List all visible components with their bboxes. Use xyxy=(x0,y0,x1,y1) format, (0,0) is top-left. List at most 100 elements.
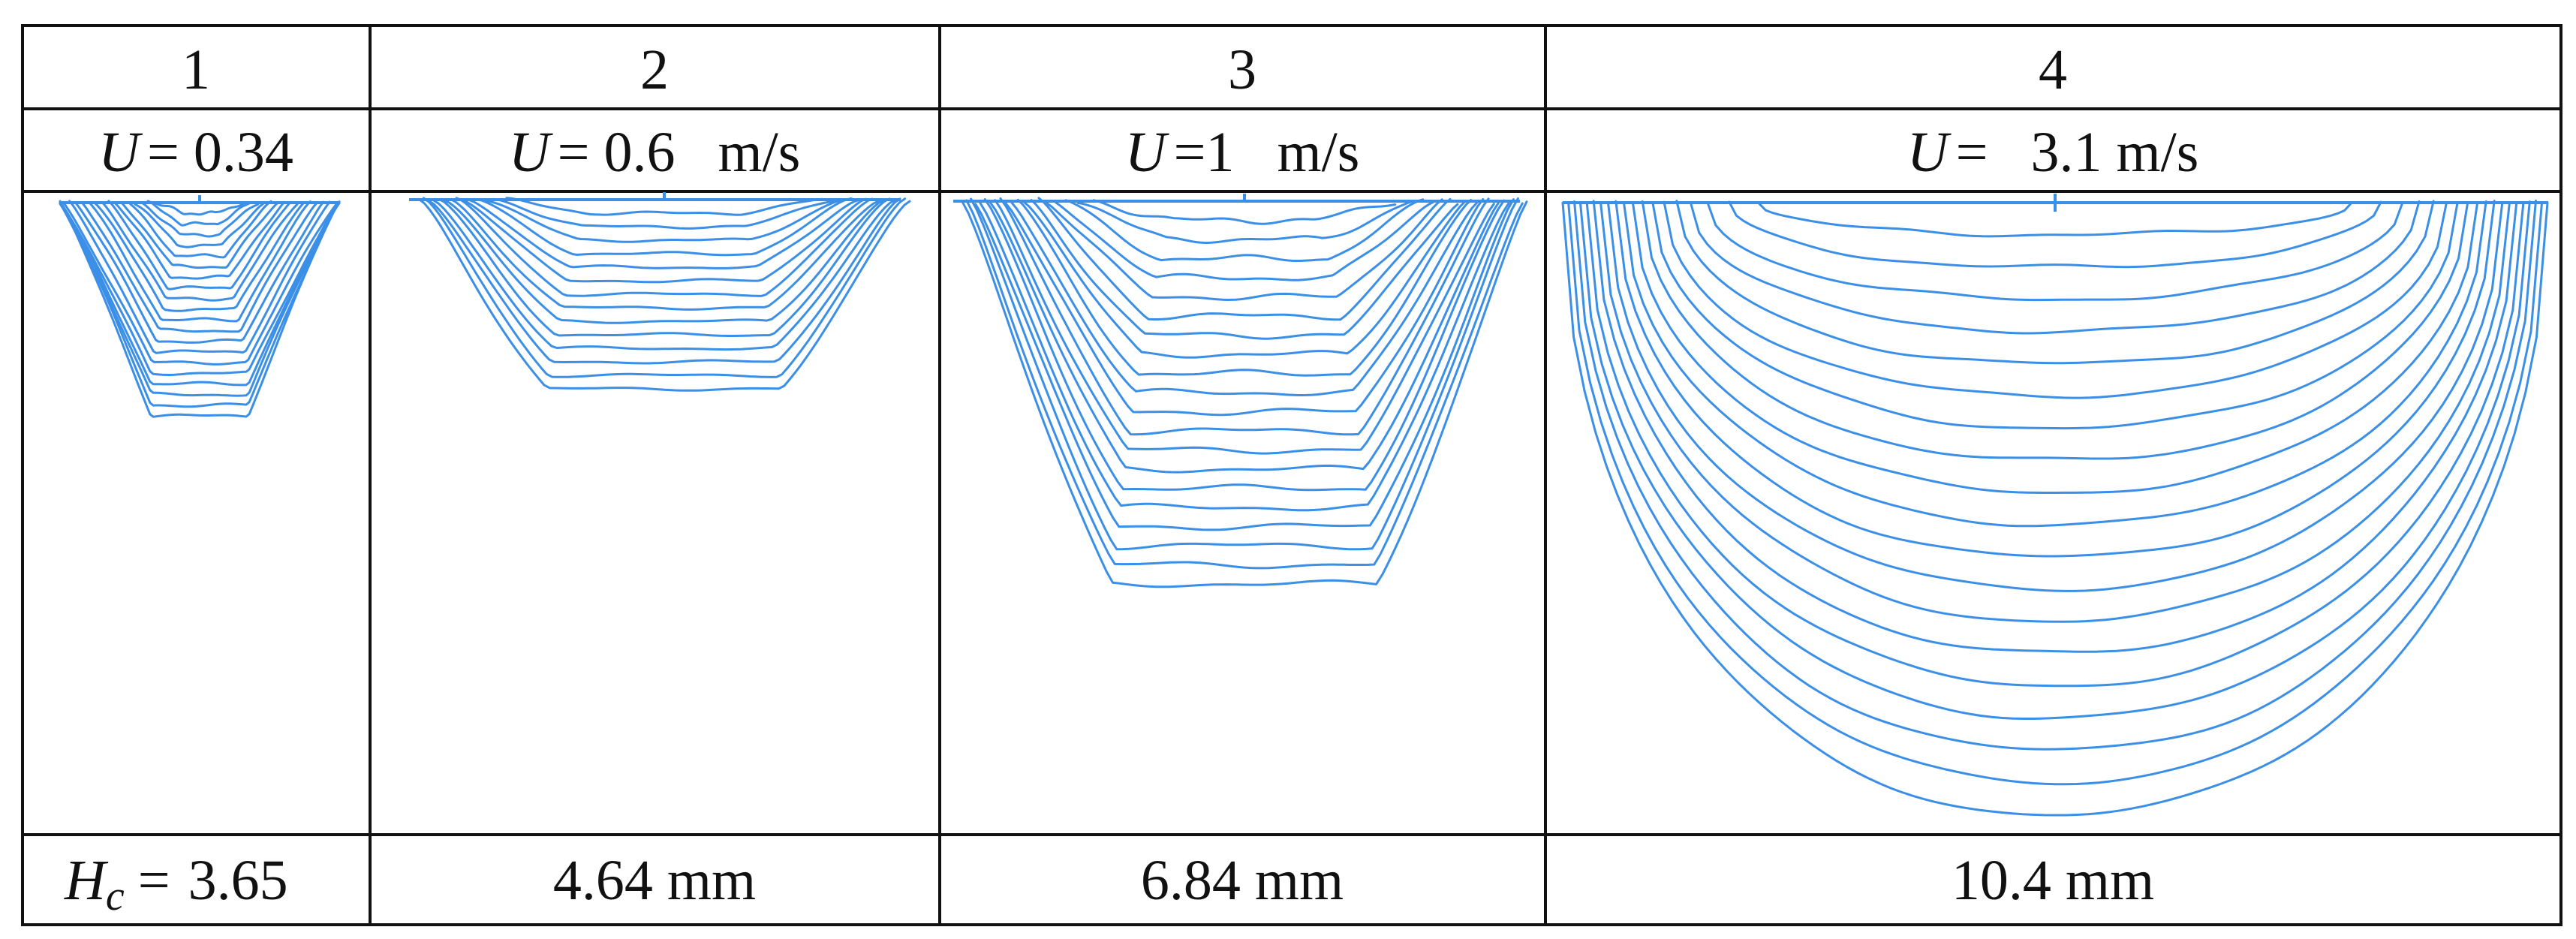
crater-profile-curve xyxy=(1641,200,2469,460)
crater-profile-curve xyxy=(974,198,1515,531)
crater-profile-curve xyxy=(127,200,272,259)
velocity-symbol: U xyxy=(1907,121,1952,184)
header-row: 1 2 3 4 xyxy=(182,38,2067,101)
crater-profile-curve xyxy=(1016,198,1473,377)
depth-equals: = xyxy=(138,849,170,912)
profile-group-4 xyxy=(1561,200,2549,817)
crater-profile-curve xyxy=(1707,202,2403,302)
depth-subscript: c xyxy=(106,873,125,919)
velocity-value-4: = 3.1 m/s xyxy=(1956,121,2199,184)
velocity-label-1: U = 0.34 xyxy=(98,121,293,184)
crater-plot-2 xyxy=(409,192,911,392)
column-index-4: 4 xyxy=(2039,38,2067,101)
crater-profile-curve xyxy=(120,201,279,269)
crater-profile-curve xyxy=(1623,200,2487,528)
crater-profile-curve xyxy=(979,201,1510,512)
velocity-label-3: U =1 m/s xyxy=(1125,121,1360,184)
crater-profile-curve xyxy=(1055,200,1434,281)
depth-value-1: 3.65 xyxy=(188,849,288,912)
column-index-1: 1 xyxy=(182,38,210,101)
crater-profile-curve xyxy=(1573,200,2537,751)
crater-profile-curve xyxy=(493,198,835,230)
depth-row: Hc = 3.65 4.64 mm 6.84 mm 10.4 mm xyxy=(64,849,2154,919)
column-index-3: 3 xyxy=(1228,38,1256,101)
velocity-label-4: U = 3.1 m/s xyxy=(1907,121,2199,184)
crater-profile-curve xyxy=(1599,201,2511,623)
crater-profile-curve xyxy=(1758,202,2352,238)
velocity-value-2: = 0.6 m/s xyxy=(558,121,801,184)
crater-profile-curve xyxy=(422,197,907,378)
depth-value-4: 10.4 mm xyxy=(1952,849,2154,912)
table-border xyxy=(21,24,2562,926)
depth-value-3: 6.84 mm xyxy=(1141,849,1344,912)
crater-profile-curve xyxy=(59,200,341,418)
velocity-label-2: U = 0.6 m/s xyxy=(509,121,801,184)
crater-profile-curve xyxy=(455,197,874,297)
depth-label-1: Hc = 3.65 xyxy=(64,849,288,919)
velocity-value-1: = 0.34 xyxy=(147,121,293,184)
crater-profile-curve xyxy=(1030,199,1459,340)
table-grid xyxy=(21,24,2562,926)
crater-plot-1 xyxy=(59,195,341,418)
crater-profile-curve xyxy=(417,197,911,392)
crater-profile-curve xyxy=(443,199,886,324)
crater-profile-curve xyxy=(427,197,901,365)
crater-profile-curve xyxy=(961,200,1528,588)
velocity-value-3: =1 m/s xyxy=(1174,121,1360,184)
column-index-2: 2 xyxy=(640,38,669,101)
depth-value-2: 4.64 mm xyxy=(553,849,756,912)
crater-profile-curve xyxy=(432,199,896,351)
crater-profile-curve xyxy=(88,200,311,323)
crater-profile-curve xyxy=(1579,200,2531,720)
crater-profile-curve xyxy=(1004,198,1485,417)
crater-profile-curve xyxy=(1092,199,1397,225)
crater-profile-curve xyxy=(59,200,341,408)
crater-plot-4 xyxy=(1561,194,2549,817)
crater-profile-curve xyxy=(1010,201,1479,396)
crater-profile-curve xyxy=(68,200,331,354)
profile-group-2 xyxy=(417,197,911,392)
profile-group-1 xyxy=(59,200,341,418)
velocity-row: U = 0.34 U = 0.6 m/s U =1 m/s U = 3.1 m/s xyxy=(98,121,2198,184)
crater-profile-curve xyxy=(1567,201,2543,786)
crater-profile-curve xyxy=(449,197,880,311)
crater-profile-curve xyxy=(134,201,266,248)
crater-profile-curve xyxy=(970,197,1519,551)
crater-profile-curve xyxy=(1606,200,2504,592)
crater-profile-curve xyxy=(1632,203,2478,494)
crater-profile-curve xyxy=(1064,198,1425,262)
crater-profile-curve xyxy=(999,197,1490,436)
velocity-symbol: U xyxy=(1125,121,1169,184)
crater-profile-curve xyxy=(1585,202,2525,688)
crater-profile-curve xyxy=(476,197,853,257)
crater-profile-curve xyxy=(81,202,318,333)
crater-profile-curve xyxy=(62,200,338,366)
crater-profile-curve xyxy=(505,197,823,216)
crater-profile-curve xyxy=(484,198,844,243)
crater-profile-curve xyxy=(1663,200,2448,399)
crater-profile-curve xyxy=(1675,200,2435,365)
crater-profile-curve xyxy=(114,200,285,280)
crater-profile-curve xyxy=(107,200,292,290)
crater-profile-curve xyxy=(1076,200,1413,244)
velocity-symbol: U xyxy=(509,121,553,184)
crater-profile-curve xyxy=(59,202,341,376)
crater-profile-curve xyxy=(1592,200,2518,653)
crater-profile-curve xyxy=(1046,198,1443,301)
crater-profile-curve xyxy=(468,199,860,269)
crater-profile-curve xyxy=(438,197,891,337)
crater-profile-curve xyxy=(101,201,299,302)
crater-profile-curve xyxy=(153,201,246,216)
crater-profile-curve xyxy=(1561,201,2549,817)
crater-profile-curve xyxy=(74,200,325,344)
crater-profile-curve xyxy=(146,200,253,227)
crater-plot-3 xyxy=(953,194,1528,588)
crater-profile-curve xyxy=(1037,197,1452,321)
crater-profile-curve xyxy=(1651,202,2459,430)
crater-profile-curve xyxy=(1615,200,2496,558)
crater-profile-curve xyxy=(1023,200,1466,359)
depth-symbol: H xyxy=(64,849,109,912)
crater-profile-curve xyxy=(983,198,1506,492)
velocity-symbol: U xyxy=(98,121,143,184)
crater-profile-curve xyxy=(965,199,1524,570)
